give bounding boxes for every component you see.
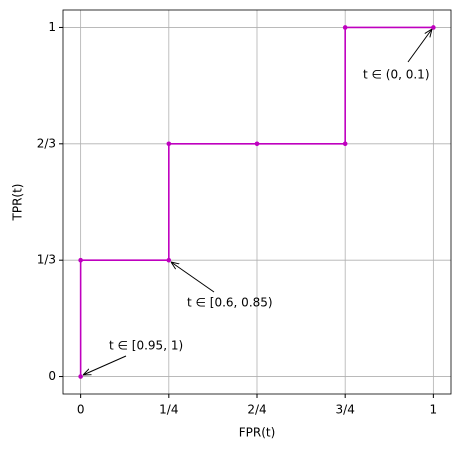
x-tick-label: 1/4 [159, 403, 178, 417]
y-tick-label: 2/3 [37, 136, 56, 150]
annotation: t ∈ [0.6, 0.85) [187, 296, 273, 310]
point [342, 141, 348, 147]
point [254, 141, 260, 147]
annotation-arrow [83, 355, 127, 375]
annotation-arrow [407, 29, 432, 63]
roc-line [79, 26, 434, 377]
annotation: t ∈ [0.95, 1) [109, 339, 183, 353]
point [166, 141, 172, 147]
x-axis-label: FPR(t) [239, 426, 276, 440]
x-tick-label: 1 [430, 403, 438, 417]
y-tick-label: 0 [48, 369, 56, 383]
point [166, 257, 172, 263]
annotation: t ∈ (0, 0.1) [363, 68, 430, 82]
point [78, 257, 83, 263]
point [78, 374, 83, 379]
annotation-arrow [171, 262, 215, 293]
y-axis-label: TPR(t) [11, 184, 25, 222]
x-tick-label: 2/4 [247, 403, 266, 417]
x-tick-label: 3/4 [336, 403, 355, 417]
x-tick-label: 0 [77, 403, 85, 417]
y-tick-label: 1/3 [37, 253, 56, 267]
y-tick-label: 1 [48, 20, 56, 34]
point [342, 25, 348, 30]
plot-frame [62, 9, 452, 395]
